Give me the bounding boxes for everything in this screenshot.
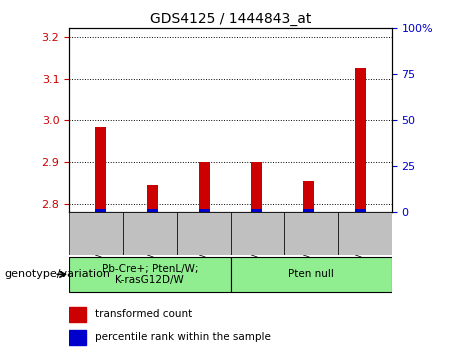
Bar	[303, 209, 314, 212]
Text: Pten null: Pten null	[288, 269, 334, 279]
Bar	[177, 212, 230, 255]
Bar	[251, 162, 262, 212]
Bar	[230, 257, 392, 292]
Bar	[230, 212, 284, 255]
Text: percentile rank within the sample: percentile rank within the sample	[95, 332, 271, 342]
Title: GDS4125 / 1444843_at: GDS4125 / 1444843_at	[150, 12, 311, 26]
Bar	[284, 212, 338, 255]
Bar	[95, 209, 106, 212]
Bar	[69, 330, 86, 344]
Text: Pb-Cre+; PtenL/W;
K-rasG12D/W: Pb-Cre+; PtenL/W; K-rasG12D/W	[101, 263, 198, 285]
Bar	[303, 181, 314, 212]
Bar	[123, 212, 177, 255]
Bar	[147, 185, 158, 212]
Bar	[69, 212, 123, 255]
Bar	[251, 209, 262, 212]
Text: genotype/variation: genotype/variation	[5, 269, 111, 279]
Bar	[355, 68, 366, 212]
Bar	[147, 209, 158, 212]
Bar	[69, 307, 86, 322]
Bar	[338, 212, 392, 255]
Bar	[95, 127, 106, 212]
Bar	[355, 209, 366, 212]
Bar	[199, 209, 210, 212]
Text: transformed count: transformed count	[95, 309, 192, 319]
Bar	[69, 257, 230, 292]
Bar	[199, 162, 210, 212]
